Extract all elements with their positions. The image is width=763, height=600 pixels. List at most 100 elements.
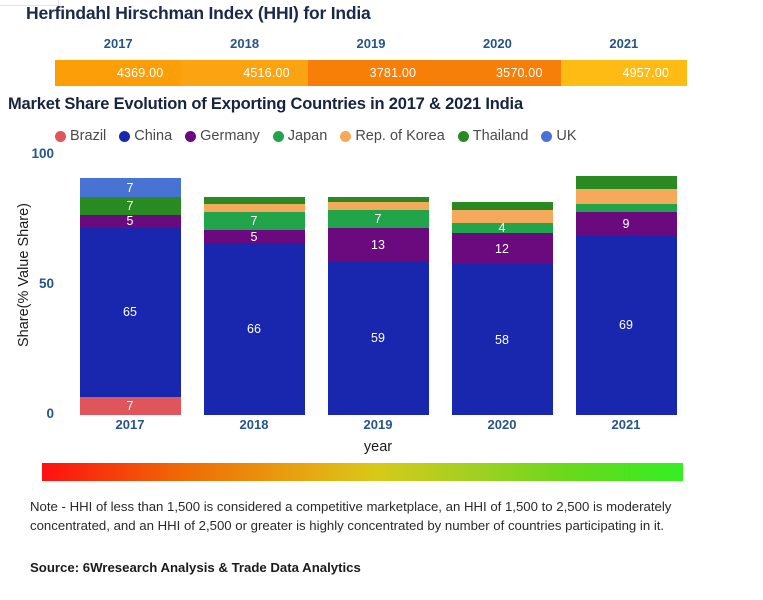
legend-item[interactable]: Brazil: [55, 128, 106, 144]
legend-label: Rep. of Korea: [355, 128, 445, 144]
bar-group: 7 65 5 7 7 66 5 7 59 13 7 58 12 4 69 9: [68, 155, 688, 415]
bar-segment[interactable]: [203, 196, 305, 205]
bar-segment[interactable]: [575, 204, 677, 213]
bar-column: 69 9: [564, 155, 688, 415]
x-axis-tick-label: 2017: [115, 417, 145, 432]
hhi-year-label: 2018: [230, 36, 260, 51]
bar-segment-label: 7: [374, 211, 382, 226]
stacked-bar[interactable]: 7 65 5 7 7: [79, 178, 181, 415]
bar-segment[interactable]: 5: [203, 230, 305, 244]
bar-segment[interactable]: 9: [575, 212, 677, 236]
hhi-year-label: 2019: [356, 36, 386, 51]
chart-title: Market Share Evolution of Exporting Coun…: [8, 95, 523, 113]
bar-segment[interactable]: 4: [451, 220, 553, 235]
bar-segment-label: 4: [498, 220, 506, 235]
y-axis-tick-label: 50: [38, 276, 54, 291]
bar-segment-label: 59: [371, 331, 385, 346]
bar-column: 66 5 7: [192, 155, 316, 415]
hhi-year-label: 2017: [103, 36, 133, 51]
legend-item[interactable]: Japan: [272, 128, 328, 144]
y-axis-tick-label: 100: [31, 146, 54, 161]
bar-segment[interactable]: [575, 175, 677, 189]
bar-segment-label: 58: [495, 332, 509, 347]
bar-segment[interactable]: [451, 209, 553, 223]
x-axis-ticks: 2017 2018 2019 2020 2021: [68, 417, 688, 432]
legend-swatch-icon: [185, 130, 197, 142]
hhi-year-label: 2021: [609, 36, 639, 51]
hhi-year-label: 2020: [482, 36, 512, 51]
bar-segment-label: 7: [126, 180, 134, 195]
bar-column: 7 65 5 7 7: [68, 155, 192, 415]
hhi-value-segment: 4516.00: [181, 60, 308, 86]
bar-segment[interactable]: [451, 201, 553, 210]
legend-swatch-icon: [541, 130, 553, 142]
footnote-text: Note - HHI of less than 1,500 is conside…: [30, 499, 672, 534]
corner-artifact: [0, 0, 59, 6]
x-axis-tick-label: 2020: [487, 417, 517, 432]
source-text: Source: 6Wresearch Analysis & Trade Data…: [30, 560, 361, 575]
bar-segment[interactable]: 58: [451, 264, 553, 415]
legend-swatch-icon: [340, 130, 352, 142]
legend-swatch-icon: [457, 130, 469, 142]
bar-segment[interactable]: 69: [575, 235, 677, 415]
x-axis-tick-label: 2021: [611, 417, 641, 432]
bar-segment-label: 69: [619, 318, 633, 333]
bar-segment[interactable]: 7: [79, 196, 181, 215]
bar-segment[interactable]: [327, 196, 429, 202]
bar-column: 59 13 7: [316, 155, 440, 415]
bar-segment-label: 7: [250, 214, 258, 229]
bar-segment[interactable]: 59: [327, 261, 429, 415]
bar-segment-label: 13: [371, 237, 385, 252]
legend-item[interactable]: China: [119, 128, 172, 144]
bar-segment[interactable]: [575, 188, 677, 205]
bar-segment-label: 7: [126, 398, 134, 413]
bar-segment-label: 66: [247, 322, 261, 337]
bar-segment[interactable]: 65: [79, 227, 181, 397]
legend-label: China: [134, 128, 173, 144]
legend-item[interactable]: Rep. of Korea: [340, 128, 445, 144]
legend-item[interactable]: Germany: [185, 128, 260, 144]
bar-segment-label: 9: [622, 216, 630, 231]
bar-segment[interactable]: 7: [79, 178, 181, 197]
legend-item[interactable]: UK: [541, 128, 577, 144]
bar-segment[interactable]: [203, 204, 305, 213]
bar-segment-label: 7: [126, 198, 134, 213]
bar-column: 58 12 4: [440, 155, 564, 415]
x-axis-title: year: [363, 439, 393, 455]
bar-segment[interactable]: 66: [203, 243, 305, 415]
bar-segment[interactable]: 7: [79, 396, 181, 415]
hhi-value-segment: 3570.00: [434, 60, 561, 86]
bar-segment[interactable]: 7: [327, 209, 429, 228]
bar-segment[interactable]: 7: [203, 212, 305, 231]
y-axis-ticks: 0 50 100: [8, 146, 54, 421]
hhi-value-segment: 4957.00: [560, 60, 687, 86]
legend-item[interactable]: Thailand: [457, 128, 529, 144]
stacked-bar[interactable]: 69 9: [575, 175, 677, 415]
hhi-value-segment: 4369.00: [55, 60, 182, 86]
legend-label: Thailand: [472, 128, 529, 144]
hhi-title: Herfindahl Hirschman Index (HHI) for Ind…: [26, 3, 371, 23]
stacked-bar[interactable]: 59 13 7: [327, 196, 429, 415]
legend-label: Japan: [287, 128, 328, 144]
bar-segment[interactable]: 12: [451, 233, 553, 265]
stacked-bar[interactable]: 58 12 4: [451, 201, 553, 415]
legend-label: Germany: [200, 128, 260, 144]
concentration-gradient-strip: [42, 463, 683, 481]
y-axis-tick-label: 0: [46, 406, 54, 421]
bar-segment-label: 65: [123, 305, 137, 320]
stacked-bar[interactable]: 66 5 7: [203, 196, 305, 415]
chart-legend: Brazil China Germany Japan Rep. of Korea Thai…: [55, 128, 577, 144]
hhi-value-bar: 4369.00 4516.00 3781.00 3570.00 4957.00: [55, 60, 687, 86]
bar-segment[interactable]: [327, 201, 429, 210]
bar-segment-label: 5: [126, 214, 134, 229]
bar-segment[interactable]: 5: [79, 214, 181, 229]
bar-segment-label: 12: [495, 241, 509, 256]
legend-swatch-icon: [55, 130, 66, 142]
x-axis-tick-label: 2019: [363, 417, 393, 432]
bar-segment[interactable]: 13: [327, 227, 429, 262]
legend-label: UK: [556, 128, 577, 144]
hhi-value-segment: 3781.00: [307, 60, 435, 86]
x-axis-tick-label: 2018: [239, 417, 269, 432]
legend-swatch-icon: [272, 130, 284, 142]
